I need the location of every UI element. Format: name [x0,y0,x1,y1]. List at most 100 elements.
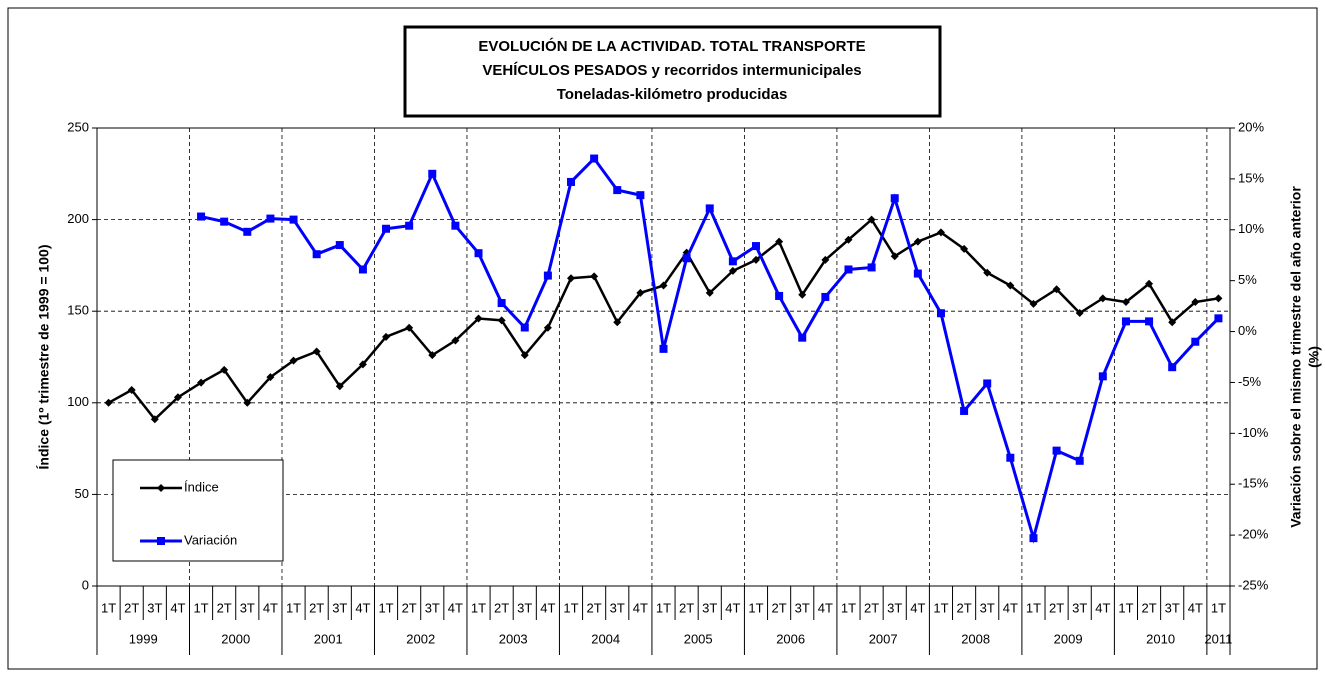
x-tick-label: 2T [679,600,694,615]
y2-axis-label: Variación sobre el mismo trimestre del a… [1288,186,1304,528]
x-tick-label: 1T [933,600,948,615]
x-tick-label: 1T [378,600,393,615]
marker [382,332,391,341]
marker [1214,314,1223,323]
x-tick-label: 2T [1049,600,1064,615]
marker [728,266,737,275]
y-tick-label: 150 [67,303,89,318]
y2-tick-label: 0% [1238,323,1257,338]
x-tick-label: 4T [263,600,278,615]
x-tick-label: 2T [957,600,972,615]
marker [104,398,113,407]
x-tick-label: 1T [1026,600,1041,615]
x-tick-label: 4T [448,600,463,615]
marker [613,186,622,195]
x-tick-label: 3T [240,600,255,615]
marker [197,212,206,221]
y2-tick-label: 15% [1238,170,1264,185]
marker [266,214,275,223]
marker [936,309,945,318]
marker [913,237,922,246]
marker [520,323,529,332]
y2-tick-label: -5% [1238,374,1262,389]
year-label: 2008 [961,631,990,646]
marker [636,288,645,297]
marker [497,299,506,308]
y2-tick-label: -25% [1238,577,1269,592]
marker [590,272,599,281]
x-tick-label: 1T [1211,600,1226,615]
x-tick-label: 4T [540,600,555,615]
marker [798,290,807,299]
marker [1121,317,1130,326]
x-tick-label: 1T [101,600,116,615]
marker [520,351,529,360]
marker [220,217,229,226]
marker [1145,279,1154,288]
marker [243,227,252,236]
x-tick-label: 2T [124,600,139,615]
x-tick-label: 4T [355,600,370,615]
year-label: 2006 [776,631,805,646]
x-tick-label: 2T [402,600,417,615]
y-tick-label: 200 [67,211,89,226]
marker [497,316,506,325]
marker [775,237,784,246]
marker [890,194,899,203]
marker [451,336,460,345]
x-tick-label: 3T [332,600,347,615]
y-tick-label: 50 [75,486,89,501]
marker [312,347,321,356]
y-axis-label: Índice (1º trimestre de 1999 = 100) [36,245,52,470]
marker [289,215,298,224]
x-tick-label: 3T [980,600,995,615]
x-tick-label: 3T [1165,600,1180,615]
marker [266,373,275,382]
x-tick-label: 1T [563,600,578,615]
marker [867,263,876,272]
x-tick-label: 4T [1188,600,1203,615]
marker [1168,318,1177,327]
x-tick-label: 1T [1118,600,1133,615]
x-tick-label: 4T [725,600,740,615]
marker [1006,281,1015,290]
marker [960,244,969,253]
x-tick-label: 3T [702,600,717,615]
marker [1052,446,1061,455]
x-tick-label: 3T [425,600,440,615]
marker [636,191,645,200]
year-label: 2005 [684,631,713,646]
y-tick-label: 100 [67,394,89,409]
x-tick-label: 3T [887,600,902,615]
x-tick-label: 4T [1095,600,1110,615]
marker [1098,294,1107,303]
marker [405,221,414,230]
marker [474,314,483,323]
marker [1121,298,1130,307]
marker [705,288,714,297]
y2-tick-label: 5% [1238,272,1257,287]
x-tick-label: 3T [147,600,162,615]
marker [405,323,414,332]
marker [682,254,691,263]
marker [1006,453,1015,462]
marker [751,242,760,251]
year-label: 2002 [406,631,435,646]
year-label: 2010 [1146,631,1175,646]
x-tick-label: 3T [795,600,810,615]
marker [1145,317,1154,326]
marker [197,378,206,387]
x-tick-label: 2T [864,600,879,615]
marker [775,291,784,300]
marker [1098,372,1107,381]
marker [751,255,760,264]
x-tick-label: 4T [818,600,833,615]
x-tick-label: 4T [910,600,925,615]
marker [1075,456,1084,465]
marker [913,269,922,278]
year-label: 2007 [869,631,898,646]
marker [150,415,159,424]
x-tick-label: 1T [286,600,301,615]
marker [613,318,622,327]
marker [821,255,830,264]
